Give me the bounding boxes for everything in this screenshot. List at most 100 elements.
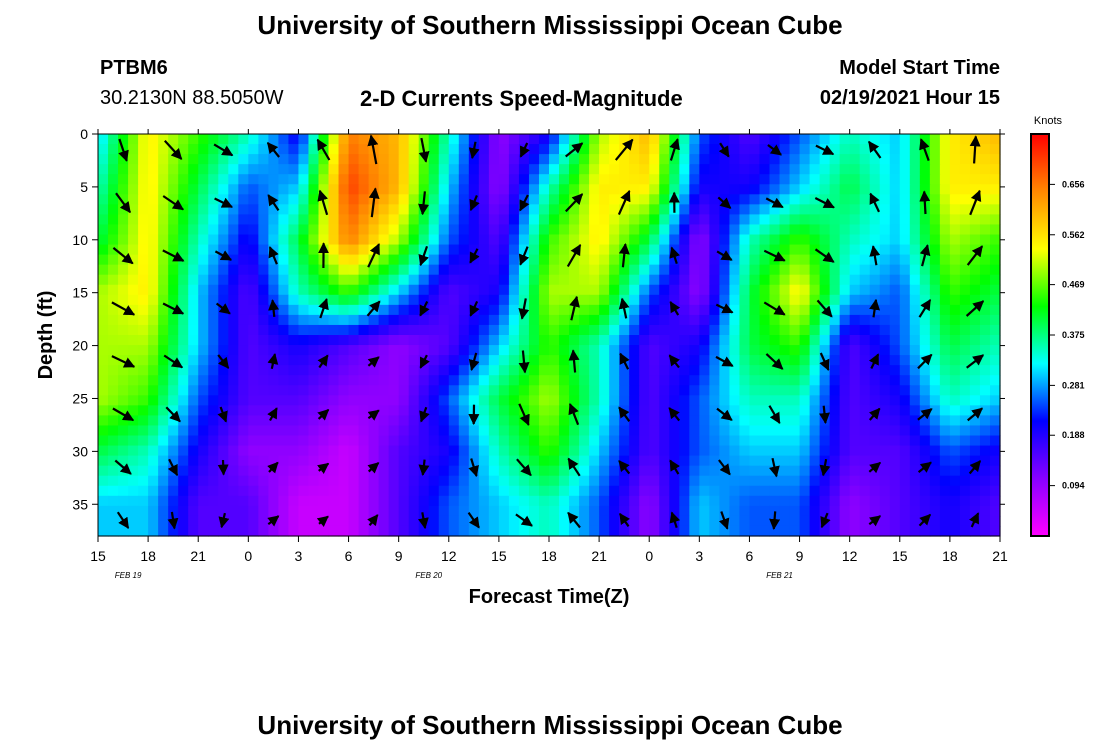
heat-cell — [799, 274, 811, 286]
heat-cell — [909, 435, 921, 447]
heat-cell — [579, 244, 590, 256]
heat-cell — [198, 324, 209, 336]
colorbar-tick-label: 0.188 — [1062, 430, 1085, 440]
heat-cell — [559, 405, 570, 416]
heat-cell — [699, 385, 710, 396]
heat-cell — [589, 314, 600, 326]
heat-cell — [168, 264, 179, 276]
heat-cell — [418, 324, 430, 336]
heat-cell — [258, 304, 269, 316]
heat-cell — [478, 324, 490, 336]
heat-cell — [238, 164, 249, 175]
heat-cell — [228, 525, 239, 537]
heat-cell — [508, 335, 520, 346]
heat-cell — [538, 184, 550, 195]
heat-cell — [679, 365, 690, 376]
heat-cell — [118, 194, 129, 205]
heat-cell — [528, 515, 540, 527]
heat-cell — [508, 294, 520, 306]
heat-cell — [288, 375, 300, 386]
heat-cell — [278, 304, 290, 316]
heat-cell — [198, 254, 209, 266]
heat-cell — [869, 485, 881, 497]
heat-cell — [408, 435, 420, 447]
colorbar: Knots 0.0940.1880.2810.3750.4690.5620.65… — [1030, 115, 1085, 537]
heat-cell — [298, 294, 310, 306]
heat-cell — [559, 395, 570, 406]
heat-cell — [659, 505, 670, 517]
heat-cell — [639, 154, 650, 165]
heat-cell — [298, 365, 310, 376]
heat-cell — [579, 204, 590, 215]
heat-cell — [368, 314, 380, 326]
current-arrow — [917, 353, 933, 370]
heat-cell — [759, 214, 771, 226]
heat-cell — [919, 475, 931, 487]
heat-cell — [869, 284, 881, 296]
heat-cell — [849, 435, 861, 447]
heat-cell — [639, 385, 650, 396]
heat-cell — [849, 495, 861, 507]
heat-cell — [699, 134, 710, 145]
heat-cell — [959, 244, 971, 256]
heat-cell — [729, 324, 741, 336]
heat-cell — [699, 525, 710, 537]
heat-cell — [879, 164, 891, 175]
heat-cell — [759, 385, 771, 396]
heat-cell — [869, 274, 881, 286]
heat-cell — [879, 204, 891, 215]
heat-cell — [218, 345, 229, 356]
current-arrow — [618, 460, 631, 475]
heat-cell — [929, 355, 941, 366]
heat-cell — [368, 435, 380, 447]
heat-cell — [779, 355, 791, 366]
heat-cell — [378, 294, 390, 306]
heat-cell — [969, 365, 981, 376]
heat-cell — [168, 244, 179, 256]
heat-cell — [178, 224, 189, 236]
heat-cell — [488, 174, 500, 185]
heat-cell — [428, 254, 440, 266]
heat-cell — [468, 314, 480, 326]
heat-cell — [619, 495, 630, 507]
heat-cell — [458, 385, 470, 396]
heat-cell — [258, 164, 269, 175]
heat-cell — [148, 455, 159, 467]
heat-cell — [929, 375, 941, 386]
heat-cell — [468, 425, 480, 437]
heat-cell — [579, 355, 590, 366]
heat-cell — [218, 375, 229, 386]
heat-cell — [528, 475, 540, 487]
heat-cell — [488, 204, 500, 215]
heat-cell — [849, 244, 861, 256]
heat-cell — [218, 184, 229, 195]
heat-cell — [398, 475, 410, 487]
heat-cell — [879, 214, 891, 226]
heat-cell — [248, 415, 259, 427]
heat-cell — [518, 385, 530, 396]
heat-cell — [549, 184, 560, 195]
heat-cell — [579, 465, 590, 477]
heat-cell — [819, 184, 831, 195]
heat-cell — [378, 194, 390, 205]
heat-cell — [448, 375, 460, 386]
heat-cell — [849, 355, 861, 366]
heat-cell — [939, 495, 951, 507]
heat-cell — [228, 174, 239, 185]
heat-cell — [418, 445, 430, 457]
heat-cell — [649, 324, 660, 336]
heat-cell — [939, 345, 951, 356]
heat-cell — [859, 254, 871, 266]
heat-cell — [879, 274, 891, 286]
heat-cell — [168, 214, 179, 226]
heat-cell — [689, 385, 700, 396]
heat-cell — [619, 525, 630, 537]
heat-cell — [378, 395, 390, 406]
heat-cell — [589, 525, 600, 537]
heat-cell — [368, 274, 380, 286]
current-arrow — [167, 511, 179, 530]
heat-cell — [358, 395, 370, 406]
heat-cell — [278, 134, 290, 145]
heat-cell — [629, 335, 640, 346]
heat-cell — [789, 314, 801, 326]
